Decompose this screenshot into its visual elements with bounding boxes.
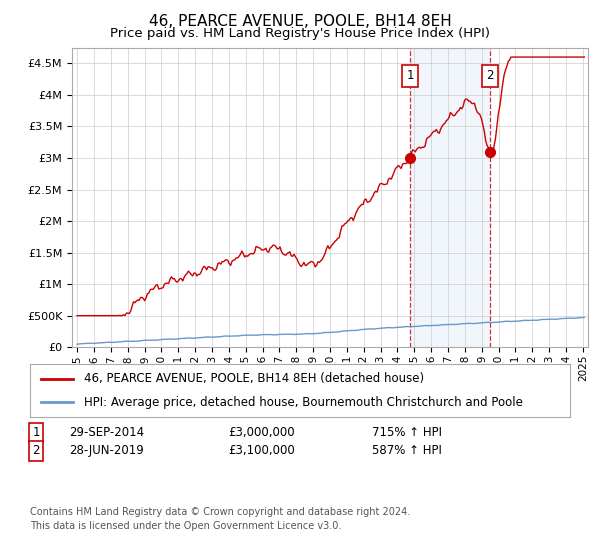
Text: 28-JUN-2019: 28-JUN-2019 xyxy=(69,444,144,458)
Bar xyxy=(410,48,490,347)
Text: 46, PEARCE AVENUE, POOLE, BH14 8EH (detached house): 46, PEARCE AVENUE, POOLE, BH14 8EH (deta… xyxy=(84,372,424,385)
Text: This data is licensed under the Open Government Licence v3.0.: This data is licensed under the Open Gov… xyxy=(30,521,341,531)
Text: Contains HM Land Registry data © Crown copyright and database right 2024.: Contains HM Land Registry data © Crown c… xyxy=(30,507,410,517)
Text: 1: 1 xyxy=(32,426,40,439)
Text: 46, PEARCE AVENUE, POOLE, BH14 8EH: 46, PEARCE AVENUE, POOLE, BH14 8EH xyxy=(149,14,451,29)
Text: HPI: Average price, detached house, Bournemouth Christchurch and Poole: HPI: Average price, detached house, Bour… xyxy=(84,396,523,409)
Text: 1: 1 xyxy=(406,69,414,82)
Text: £3,100,000: £3,100,000 xyxy=(228,444,295,458)
Text: 2: 2 xyxy=(32,444,40,458)
Text: 715% ↑ HPI: 715% ↑ HPI xyxy=(372,426,442,439)
Text: Price paid vs. HM Land Registry's House Price Index (HPI): Price paid vs. HM Land Registry's House … xyxy=(110,27,490,40)
Text: 2: 2 xyxy=(487,69,494,82)
Text: 587% ↑ HPI: 587% ↑ HPI xyxy=(372,444,442,458)
Text: £3,000,000: £3,000,000 xyxy=(228,426,295,439)
Text: 29-SEP-2014: 29-SEP-2014 xyxy=(69,426,144,439)
